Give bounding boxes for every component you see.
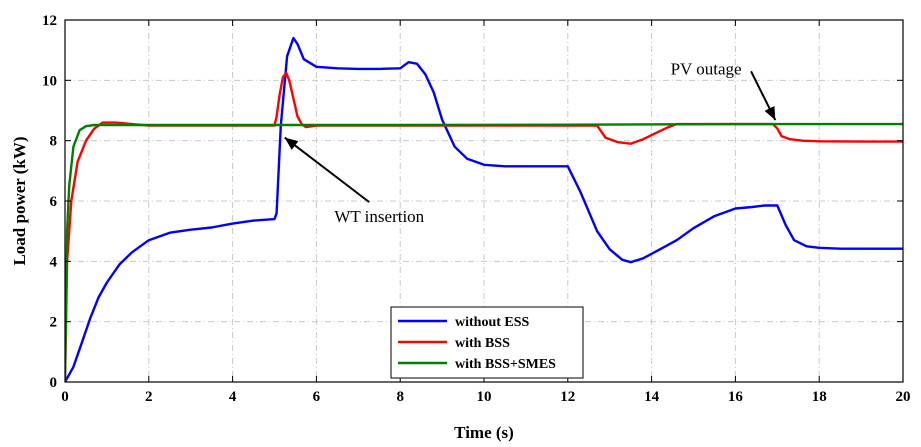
x-tick-label: 16 — [728, 389, 744, 405]
x-tick-label: 14 — [644, 389, 660, 405]
y-tick-label: 6 — [50, 194, 58, 210]
x-tick-label: 2 — [145, 389, 153, 405]
y-tick-label: 12 — [42, 13, 57, 29]
x-axis-label: Time (s) — [454, 423, 514, 442]
series-group — [65, 36, 903, 382]
x-tick-label: 18 — [812, 389, 827, 405]
x-tick-label: 10 — [477, 389, 492, 405]
series-line-with-bss-smes — [65, 122, 903, 382]
y-tick-label: 4 — [50, 254, 58, 270]
y-tick-label: 2 — [50, 315, 58, 331]
series-line-without-ess — [65, 36, 903, 382]
annotation-arrowhead-wt-insertion — [284, 137, 299, 150]
y-tick-label: 10 — [42, 73, 57, 89]
annotation-arrowhead-pv-outage — [764, 105, 776, 121]
legend: without ESS with BSS with BSS+SMES — [390, 306, 584, 379]
annotation-arrow-wt-insertion — [284, 136, 370, 203]
x-tick-label: 6 — [313, 389, 321, 405]
x-tick-label: 4 — [229, 389, 237, 405]
x-tick-label: 12 — [560, 389, 575, 405]
x-tick-label: 8 — [396, 389, 404, 405]
annotation-pv-outage: PV outage — [671, 59, 742, 78]
x-tick-label: 20 — [896, 389, 911, 405]
y-tick-label: 8 — [50, 134, 58, 150]
annotations: WT insertion PV outage — [284, 59, 777, 226]
y-tick-label: 0 — [50, 375, 58, 391]
legend-label-with-bss: with BSS — [455, 336, 510, 351]
y-axis-label: Load power (kW) — [10, 136, 29, 265]
legend-label-with-bss-smes: with BSS+SMES — [455, 357, 556, 372]
ticks: 0 2 4 6 8 10 12 14 16 18 20 0 2 4 6 8 10 12 — [42, 13, 911, 405]
legend-label-without-ess: without ESS — [455, 315, 530, 330]
x-tick-label: 0 — [61, 389, 69, 405]
annotation-wt-insertion: WT insertion — [334, 207, 424, 226]
